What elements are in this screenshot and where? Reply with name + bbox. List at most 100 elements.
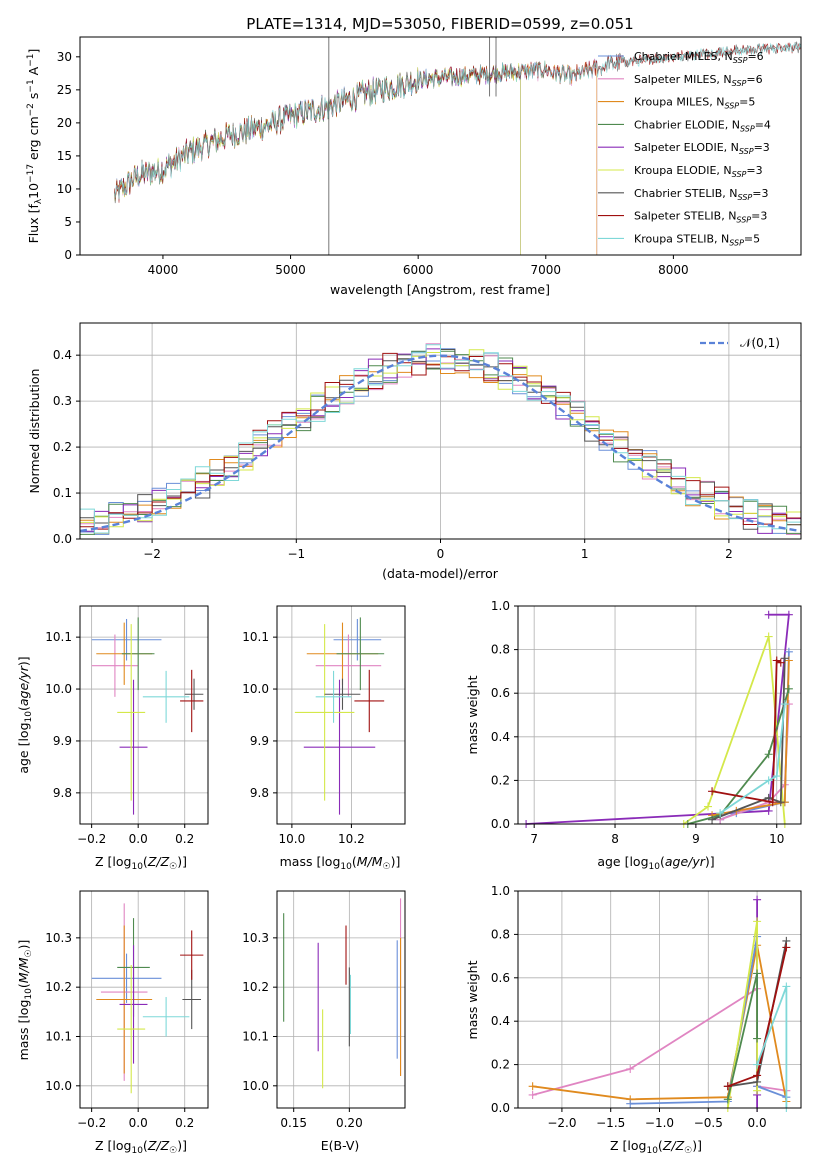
- age-vs-mass-panel: 10.0 10.2 9.8 9.9 10.0 10.1: [242, 605, 406, 846]
- x-tick-label: 8: [611, 832, 619, 846]
- spectrum-series: [114, 60, 598, 255]
- legend-entry: Chabrier ELODIE, NSSP=4: [634, 118, 771, 133]
- y-tick-label: 9.9: [53, 734, 72, 748]
- residuals-axes: −2 −1 0 1 2 0.0 0.1 0.2 0.3 0.4: [53, 348, 733, 561]
- weight-marker: [784, 656, 793, 665]
- residuals-y-label: Normed distribution: [27, 369, 42, 494]
- x-tick-label: 7: [530, 832, 538, 846]
- spectrum-axes: 4000 5000 6000 7000 8000 0 5 10 15 20 25 30: [57, 50, 689, 277]
- residuals-y-tick-label: 0.0: [53, 532, 72, 546]
- x-tick-label: −2.0: [547, 1116, 576, 1130]
- weight-marker: [528, 1082, 537, 1091]
- spectrum-plot-area: [114, 37, 801, 255]
- y-tick-label: 10.0: [45, 1079, 72, 1093]
- y-tick-label: 10.2: [242, 980, 269, 994]
- agez-y-label: age [log10(age/yr)]: [16, 656, 34, 773]
- x-tick-label: 10.0: [279, 832, 306, 846]
- weight-marker: [772, 656, 781, 665]
- legend-entry: Kroupa STELIB, NSSP=5: [634, 232, 760, 247]
- agem-x-label: mass [log10(M/M☉)]: [280, 854, 401, 872]
- y-tick-label: 0.6: [491, 971, 510, 985]
- residuals-x-tick-label: −1: [287, 547, 305, 561]
- age-vs-metallicity-panel: −0.2 0.0 0.2 9.8 9.9 10.0 10.1: [45, 605, 209, 846]
- x-tick-label: 0.0: [129, 832, 148, 846]
- weight-marker: [776, 798, 785, 807]
- x-tick-label: −0.2: [77, 832, 106, 846]
- mwage-x-label: age [log10(age/yr)]: [597, 854, 714, 872]
- x-tick-label: 0.15: [280, 1116, 307, 1130]
- weight-marker: [764, 776, 773, 785]
- y-tick-label: 10.2: [45, 980, 72, 994]
- weight-marker: [708, 815, 717, 824]
- y-tick-label: 10.1: [45, 630, 72, 644]
- weight-marker: [528, 1090, 537, 1099]
- mwage-y-label: mass weight: [465, 675, 480, 754]
- y-tick-label: 0.2: [491, 1058, 510, 1072]
- normal-legend-label: 𝒩(0,1): [740, 336, 780, 350]
- spectrum-panel: PLATE=1314, MJD=53050, FIBERID=0599, z=0…: [26, 15, 802, 297]
- weight-series: [711, 660, 790, 817]
- y-tick-label: 0.8: [491, 643, 510, 657]
- mass-weight-vs-age-panel: 7 8 9 10 0.0 0.2 0.4 0.6 0.8 1.0: [491, 599, 802, 846]
- weight-marker: [753, 969, 762, 978]
- weight-marker: [780, 654, 789, 663]
- weight-marker: [768, 798, 777, 807]
- x-tick-label: 9: [692, 832, 700, 846]
- y-tick-label: 1.0: [491, 884, 510, 898]
- x-tick-label: −1.0: [645, 1116, 674, 1130]
- panel-frame: [517, 605, 802, 825]
- mass-vs-metallicity-panel: −0.2 0.0 0.2 10.0 10.1 10.2 10.3: [45, 890, 209, 1130]
- x-tick-label: 0.0: [129, 1116, 148, 1130]
- mz-y-label: mass [log10(M/M☉)]: [16, 940, 34, 1061]
- legend-entry: Kroupa MILES, NSSP=5: [634, 96, 755, 111]
- spectrum-series: [114, 58, 598, 255]
- y-tick-label: 10.0: [242, 682, 269, 696]
- y-tick-label: 0.0: [491, 817, 510, 831]
- y-tick-label: 0.8: [491, 927, 510, 941]
- y-tick-label: 9.8: [53, 786, 72, 800]
- residuals-y-tick-label: 0.4: [53, 348, 72, 362]
- weight-marker: [753, 917, 762, 926]
- legend-entry: Salpeter STELIB, NSSP=3: [634, 210, 767, 225]
- weight-marker: [723, 1082, 732, 1091]
- mass-vs-extinction-panel: 0.15 0.20 10.0 10.1 10.2 10.3: [242, 890, 406, 1130]
- weight-marker: [626, 1064, 635, 1073]
- legend-entry: Chabrier MILES, NSSP=6: [634, 50, 764, 65]
- residuals-x-tick-label: 1: [581, 547, 589, 561]
- residuals-x-tick-label: 2: [725, 547, 733, 561]
- spectrum-series: [114, 42, 801, 203]
- mwz-x-label: Z [log10(Z/Z☉)]: [610, 1138, 702, 1156]
- x-tick-label: 0.0: [748, 1116, 767, 1130]
- weight-marker: [764, 793, 773, 802]
- spectrum-y-tick-label: 30: [57, 50, 72, 64]
- residuals-panel: −2 −1 0 1 2 0.0 0.1 0.2 0.3 0.4 (data-model)/erro…: [27, 322, 802, 581]
- legend-entry: Kroupa ELODIE, NSSP=3: [634, 164, 763, 179]
- y-tick-label: 0.0: [491, 1101, 510, 1115]
- spectrum-y-tick-label: 15: [57, 149, 72, 163]
- spectrum-y-tick-label: 5: [64, 215, 72, 229]
- x-tick-label: −1.5: [596, 1116, 625, 1130]
- spectrum-x-tick-label: 6000: [403, 263, 434, 277]
- legend-entry: Salpeter MILES, NSSP=6: [634, 73, 763, 88]
- agez-x-label: Z [log10(Z/Z☉)]: [95, 854, 187, 872]
- spectrum-series: [114, 59, 598, 255]
- residuals-y-tick-label: 0.1: [53, 486, 72, 500]
- spectrum-y-tick-label: 10: [57, 182, 72, 196]
- residuals-x-tick-label: 0: [437, 547, 445, 561]
- residuals-y-tick-label: 0.3: [53, 394, 72, 408]
- spectrum-legend: Chabrier MILES, NSSP=6 Salpeter MILES, NS…: [598, 50, 771, 247]
- x-tick-label: 0.2: [175, 832, 194, 846]
- spectrum-x-tick-label: 8000: [658, 263, 689, 277]
- weight-series: [711, 658, 786, 821]
- weight-marker: [716, 809, 725, 818]
- spectrum-x-tick-label: 5000: [275, 263, 306, 277]
- weight-marker: [753, 895, 762, 904]
- legend-entry: Chabrier STELIB, NSSP=3: [634, 187, 768, 202]
- weight-marker: [753, 1034, 762, 1043]
- residuals-y-tick-label: 0.2: [53, 440, 72, 454]
- spectrum-series: [114, 42, 801, 200]
- weight-marker: [780, 700, 789, 709]
- y-tick-label: 10.0: [45, 682, 72, 696]
- panel-frame: [79, 605, 209, 825]
